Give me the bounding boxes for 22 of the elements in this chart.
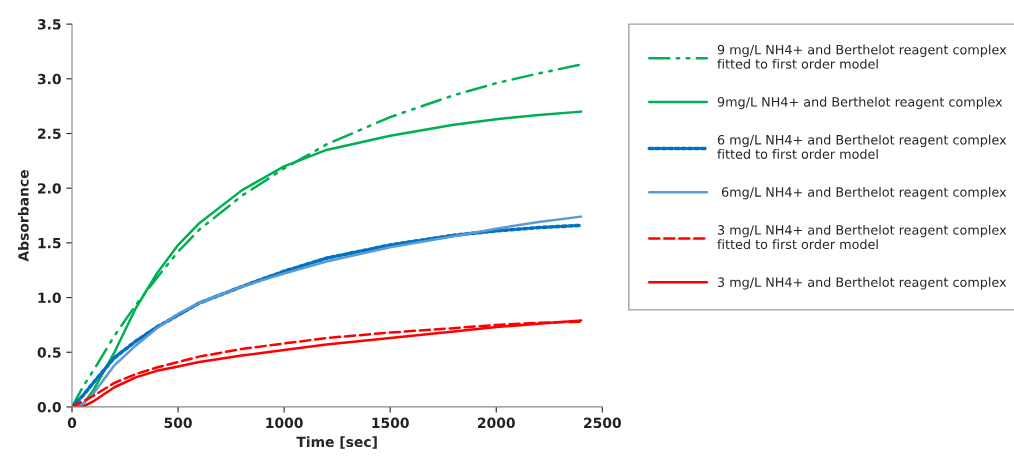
x-tick-label: 1000 — [266, 417, 303, 429]
legend-label: 3 mg/L NH4+ and Berthelot reagent complex — [717, 277, 1007, 290]
x-tick-label: 0 — [67, 417, 77, 429]
y-tick-label: 0.5 — [37, 347, 61, 358]
y-tick-label: 3.0 — [37, 73, 61, 85]
y-tick-label: 2.0 — [38, 183, 61, 194]
x-tick-label: 500 — [164, 417, 192, 429]
x-axis-title: Time [sec] — [296, 436, 377, 449]
x-tick-label: 2500 — [584, 417, 621, 429]
y-tick-label: 0.0 — [37, 401, 61, 413]
x-tick-label: 1500 — [372, 417, 409, 429]
legend-label: 9 mg/L NH4+ and Berthelot reagent complex fitted to first order model — [717, 44, 1007, 69]
y-tick-label: 3.5 — [37, 19, 61, 30]
y-axis-title: Absorbance — [17, 170, 29, 262]
legend-label: 3 mg/L NH4+ and Berthelot reagent complex fitted to first order model — [717, 224, 1007, 250]
y-tick-label: 1.0 — [38, 292, 61, 304]
legend-label: 6 mg/L NH4+ and Berthelot reagent complex fitted to first order model — [717, 134, 1007, 159]
y-tick-label: 1.5 — [38, 238, 61, 249]
x-tick-label: 2000 — [478, 417, 515, 429]
y-tick-label: 2.5 — [38, 128, 61, 139]
legend-label: 6mg/L NH4+ and Berthelot reagent complex — [721, 186, 1007, 200]
legend-label: 9mg/L NH4+ and Berthelot reagent complex — [717, 96, 1003, 110]
